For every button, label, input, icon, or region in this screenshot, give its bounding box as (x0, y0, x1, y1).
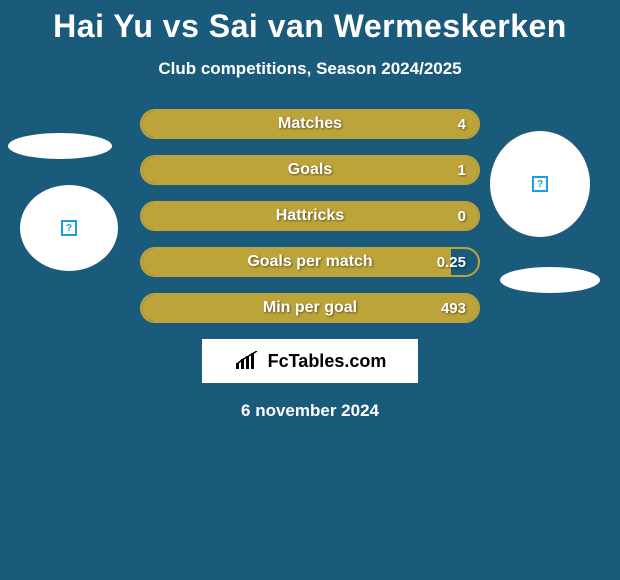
stat-label: Goals (142, 157, 478, 183)
subtitle: Club competitions, Season 2024/2025 (0, 59, 620, 79)
stat-label: Goals per match (142, 249, 478, 275)
stat-label: Hattricks (142, 203, 478, 229)
stats-rows: Matches4Goals1Hattricks0Goals per match0… (140, 109, 480, 323)
comparison-stage: ? ? Matches4 Goals1 Hattricks0 Goals per ma… (0, 109, 620, 323)
stat-row: Matches4 (140, 109, 480, 139)
date-text: 6 november 2024 (0, 401, 620, 421)
stat-value: 493 (441, 295, 466, 321)
player-left-avatar: ? (20, 185, 118, 271)
decor-ellipse-left (8, 133, 112, 159)
stat-label: Matches (142, 111, 478, 137)
decor-ellipse-right (500, 267, 600, 293)
stat-value: 0 (458, 203, 466, 229)
placeholder-icon: ? (532, 176, 548, 192)
stat-row: Min per goal493 (140, 293, 480, 323)
stat-value: 4 (458, 111, 466, 137)
page-title: Hai Yu vs Sai van Wermeskerken (0, 0, 620, 45)
placeholder-icon: ? (61, 220, 77, 236)
site-logo[interactable]: FcTables.com (202, 339, 418, 383)
logo-text: FcTables.com (268, 351, 387, 372)
stat-label: Min per goal (142, 295, 478, 321)
player-right-avatar: ? (490, 131, 590, 237)
stat-value: 0.25 (437, 249, 466, 275)
stat-value: 1 (458, 157, 466, 183)
bars-icon (234, 351, 262, 371)
stat-row: Hattricks0 (140, 201, 480, 231)
stat-row: Goals1 (140, 155, 480, 185)
stat-row: Goals per match0.25 (140, 247, 480, 277)
